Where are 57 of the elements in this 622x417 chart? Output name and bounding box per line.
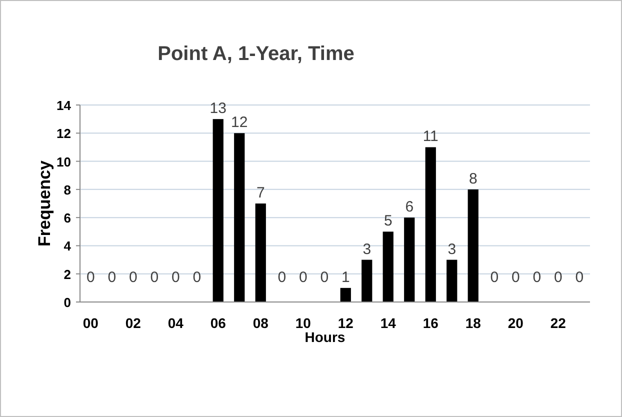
- x-tick-label: 02: [125, 315, 142, 331]
- y-tick-label: 6: [64, 210, 71, 226]
- data-label: 0: [192, 269, 202, 286]
- y-tick-label: 8: [64, 182, 71, 198]
- bar: [446, 260, 458, 302]
- x-tick-label: 14: [380, 315, 396, 331]
- data-label: 6: [405, 198, 414, 216]
- y-tick-label: 4: [64, 238, 72, 254]
- data-label: 5: [384, 212, 392, 230]
- data-label: 0: [554, 269, 562, 286]
- x-tick-label: 00: [82, 315, 99, 331]
- y-tick-label: 10: [56, 154, 71, 170]
- data-label: 0: [298, 269, 308, 286]
- data-label: 0: [108, 269, 116, 286]
- x-tick-label: 10: [295, 315, 312, 331]
- bar: [255, 204, 266, 302]
- data-label: 0: [320, 269, 329, 286]
- y-tick-label: 0: [64, 295, 71, 310]
- data-label: 0: [532, 269, 542, 286]
- data-label: 11: [422, 128, 438, 146]
- y-tick-label: 12: [56, 126, 71, 142]
- x-tick-label: 04: [168, 315, 184, 331]
- bar: [425, 147, 436, 302]
- data-label: 3: [448, 240, 456, 258]
- x-axis-title: Hours: [304, 329, 346, 345]
- x-tick-label: 22: [550, 315, 566, 331]
- data-label: 3: [362, 240, 372, 258]
- bar: [362, 260, 372, 302]
- x-tick-label: 18: [465, 315, 482, 331]
- bar: [212, 119, 224, 302]
- data-label: 0: [575, 269, 584, 286]
- data-label: 0: [511, 269, 520, 286]
- data-label: 1: [341, 268, 350, 286]
- x-tick-label: 20: [508, 315, 524, 331]
- data-label: 7: [256, 184, 265, 202]
- bar: [468, 189, 478, 302]
- x-tick-label: 12: [338, 315, 354, 331]
- bar: [382, 232, 394, 302]
- data-label: 0: [490, 269, 499, 286]
- bar: [234, 133, 245, 302]
- y-tick-label: 14: [56, 98, 72, 113]
- y-axis-title: Frequency: [35, 160, 54, 246]
- bar: [340, 288, 351, 302]
- bar: [404, 218, 415, 302]
- data-label: 8: [468, 170, 478, 188]
- data-label: 12: [231, 114, 248, 132]
- y-tick-label: 2: [64, 266, 71, 282]
- x-tick-label: 06: [210, 315, 226, 331]
- data-label: 0: [86, 269, 95, 286]
- data-label: 13: [210, 100, 226, 118]
- chart-title: Point A, 1-Year, Time: [158, 43, 354, 65]
- data-label: 0: [278, 269, 286, 286]
- x-tick-label: 08: [252, 315, 269, 331]
- data-label: 0: [128, 269, 138, 286]
- data-label: 0: [150, 269, 159, 286]
- x-tick-label: 16: [422, 315, 439, 331]
- data-label: 0: [171, 269, 180, 286]
